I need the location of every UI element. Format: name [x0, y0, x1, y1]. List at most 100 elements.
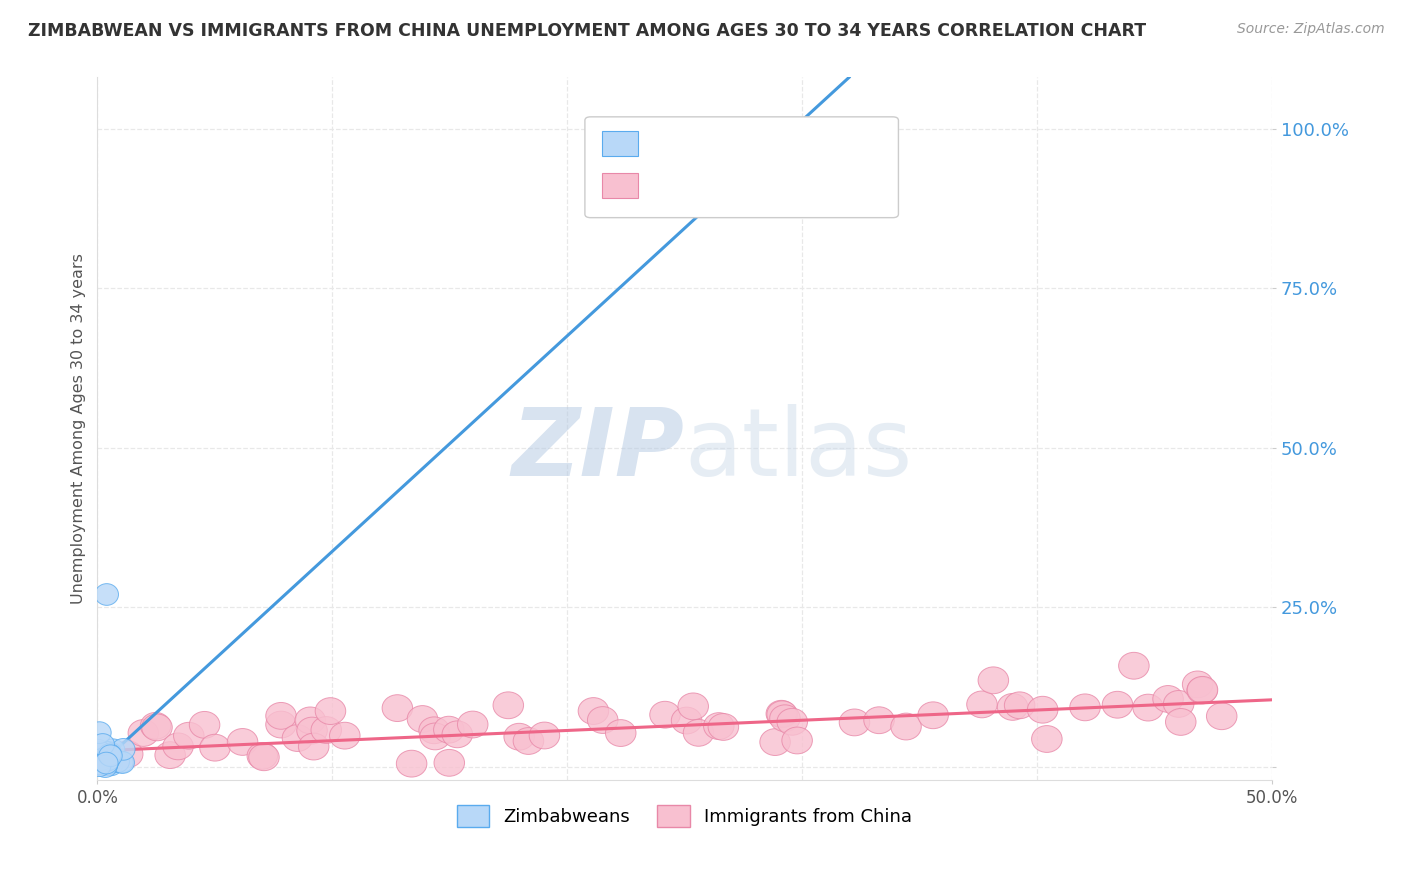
Ellipse shape: [329, 723, 360, 749]
Ellipse shape: [782, 727, 813, 754]
Ellipse shape: [96, 583, 118, 606]
Ellipse shape: [311, 716, 342, 743]
Ellipse shape: [266, 703, 297, 730]
Ellipse shape: [759, 729, 790, 756]
Ellipse shape: [101, 739, 125, 761]
Ellipse shape: [87, 753, 111, 774]
Ellipse shape: [891, 713, 921, 740]
Ellipse shape: [1153, 686, 1184, 713]
Ellipse shape: [778, 708, 807, 735]
Ellipse shape: [97, 754, 121, 775]
Ellipse shape: [1119, 652, 1149, 679]
Ellipse shape: [1163, 690, 1194, 717]
Ellipse shape: [105, 751, 129, 772]
Ellipse shape: [98, 747, 122, 769]
Ellipse shape: [588, 706, 619, 733]
Ellipse shape: [298, 733, 329, 760]
Ellipse shape: [441, 721, 472, 747]
Ellipse shape: [1032, 725, 1062, 753]
Ellipse shape: [979, 667, 1008, 694]
Text: atlas: atlas: [685, 403, 912, 496]
Ellipse shape: [1206, 703, 1237, 730]
Ellipse shape: [1102, 691, 1133, 718]
Ellipse shape: [709, 714, 738, 740]
Ellipse shape: [1187, 677, 1218, 704]
Ellipse shape: [90, 748, 114, 771]
Ellipse shape: [529, 723, 560, 749]
Ellipse shape: [420, 723, 450, 750]
Ellipse shape: [128, 720, 159, 747]
Ellipse shape: [249, 744, 280, 771]
Ellipse shape: [408, 706, 437, 732]
Ellipse shape: [1133, 694, 1163, 721]
Text: N = 36: N = 36: [759, 134, 821, 152]
Text: ZIP: ZIP: [512, 403, 685, 496]
Text: ZIMBABWEAN VS IMMIGRANTS FROM CHINA UNEMPLOYMENT AMONG AGES 30 TO 34 YEARS CORRE: ZIMBABWEAN VS IMMIGRANTS FROM CHINA UNEM…: [28, 22, 1146, 40]
Ellipse shape: [228, 729, 257, 756]
Ellipse shape: [434, 749, 464, 776]
Ellipse shape: [86, 749, 110, 771]
Ellipse shape: [89, 744, 111, 766]
Ellipse shape: [839, 709, 870, 736]
Ellipse shape: [513, 728, 544, 755]
Ellipse shape: [91, 751, 115, 772]
Text: R = 0.401: R = 0.401: [647, 176, 730, 194]
Ellipse shape: [671, 707, 702, 734]
Ellipse shape: [433, 716, 464, 743]
Ellipse shape: [790, 118, 814, 139]
Ellipse shape: [90, 747, 112, 770]
Ellipse shape: [111, 752, 135, 773]
Ellipse shape: [94, 746, 118, 767]
Ellipse shape: [200, 734, 231, 761]
Ellipse shape: [863, 706, 894, 733]
Ellipse shape: [494, 692, 523, 719]
Ellipse shape: [703, 713, 734, 739]
Ellipse shape: [93, 741, 117, 763]
Ellipse shape: [283, 724, 312, 751]
Ellipse shape: [683, 720, 714, 747]
Ellipse shape: [419, 717, 450, 744]
Ellipse shape: [110, 751, 134, 773]
Ellipse shape: [247, 742, 277, 769]
Ellipse shape: [89, 741, 112, 764]
Ellipse shape: [97, 752, 121, 773]
Ellipse shape: [918, 702, 949, 729]
Ellipse shape: [1166, 708, 1197, 735]
Text: Source: ZipAtlas.com: Source: ZipAtlas.com: [1237, 22, 1385, 37]
Ellipse shape: [295, 707, 326, 734]
Ellipse shape: [503, 723, 534, 750]
Ellipse shape: [89, 749, 112, 771]
Ellipse shape: [111, 739, 135, 760]
Ellipse shape: [91, 733, 114, 756]
Ellipse shape: [142, 714, 173, 740]
Ellipse shape: [94, 754, 118, 775]
Ellipse shape: [86, 751, 110, 772]
Ellipse shape: [98, 745, 122, 766]
Text: R = 0.913: R = 0.913: [647, 134, 730, 152]
Ellipse shape: [578, 698, 609, 724]
Ellipse shape: [87, 722, 111, 743]
Ellipse shape: [98, 744, 121, 765]
Ellipse shape: [89, 746, 112, 767]
Ellipse shape: [297, 717, 328, 744]
Ellipse shape: [967, 691, 997, 718]
Ellipse shape: [315, 698, 346, 724]
Ellipse shape: [1004, 692, 1035, 719]
Ellipse shape: [1182, 671, 1213, 698]
Text: N = 70: N = 70: [759, 176, 821, 194]
Ellipse shape: [1070, 694, 1101, 721]
Ellipse shape: [173, 723, 204, 749]
Ellipse shape: [266, 711, 297, 738]
Ellipse shape: [382, 695, 412, 722]
Ellipse shape: [396, 750, 427, 777]
Ellipse shape: [100, 754, 122, 776]
Ellipse shape: [769, 705, 800, 731]
Ellipse shape: [997, 693, 1028, 721]
Ellipse shape: [94, 752, 118, 774]
Ellipse shape: [766, 700, 797, 727]
Ellipse shape: [96, 749, 120, 771]
Ellipse shape: [155, 742, 186, 769]
Ellipse shape: [94, 752, 118, 773]
Ellipse shape: [457, 711, 488, 738]
Ellipse shape: [163, 733, 193, 760]
